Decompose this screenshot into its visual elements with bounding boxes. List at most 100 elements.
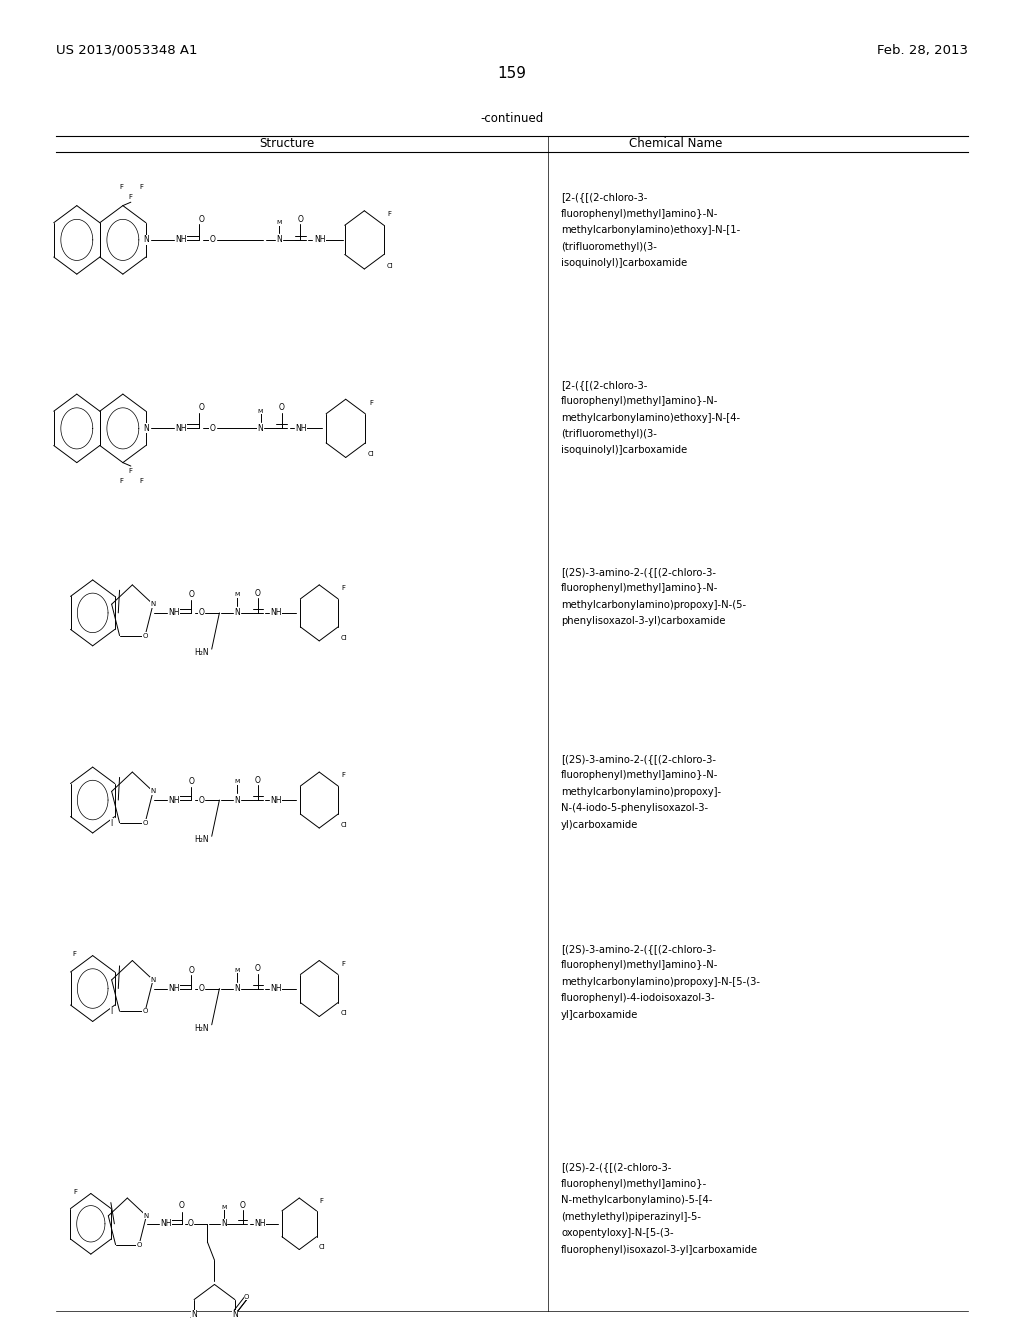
Text: fluorophenyl)methyl]amino}-N-: fluorophenyl)methyl]amino}-N- [561, 771, 719, 780]
Text: O: O [199, 215, 205, 224]
Text: O: O [136, 1242, 141, 1247]
Text: N: N [151, 788, 156, 795]
Text: fluorophenyl)methyl]amino}-N-: fluorophenyl)methyl]amino}-N- [561, 396, 719, 407]
Text: methylcarbonylamino)propoxy]-N-(5-: methylcarbonylamino)propoxy]-N-(5- [561, 599, 746, 610]
Text: N-methylcarbonylamino)-5-[4-: N-methylcarbonylamino)-5-[4- [561, 1196, 713, 1205]
Text: F: F [342, 585, 345, 591]
Text: O: O [188, 777, 195, 787]
Text: NH: NH [270, 796, 282, 805]
Text: N: N [234, 796, 241, 805]
Text: N: N [221, 1220, 226, 1229]
Text: NH: NH [175, 235, 186, 244]
Text: O: O [142, 820, 147, 826]
Text: I: I [111, 1007, 113, 1016]
Text: O: O [199, 796, 205, 805]
Text: NH: NH [255, 1220, 266, 1229]
Text: F: F [139, 183, 143, 190]
Text: methylcarbonylamino)propoxy]-: methylcarbonylamino)propoxy]- [561, 787, 721, 797]
Text: (methylethyl)piperazinyl]-5-: (methylethyl)piperazinyl]-5- [561, 1212, 701, 1222]
Text: F: F [319, 1199, 324, 1204]
Text: [(2S)-2-({[(2-chloro-3-: [(2S)-2-({[(2-chloro-3- [561, 1163, 672, 1172]
Text: M: M [234, 779, 240, 784]
Text: NH: NH [295, 424, 306, 433]
Text: fluorophenyl)methyl]amino}-N-: fluorophenyl)methyl]amino}-N- [561, 209, 719, 219]
Text: Cl: Cl [340, 822, 347, 828]
Text: O: O [210, 235, 215, 244]
Text: O: O [178, 1201, 184, 1210]
Text: 159: 159 [498, 66, 526, 82]
Text: O: O [188, 590, 195, 599]
Text: M: M [234, 968, 240, 973]
Text: F: F [369, 400, 373, 405]
Text: isoquinolyl)]carboxamide: isoquinolyl)]carboxamide [561, 445, 687, 455]
Text: NH: NH [161, 1220, 172, 1229]
Text: O: O [210, 424, 215, 433]
Text: M: M [221, 1205, 226, 1209]
Text: O: O [188, 966, 195, 975]
Text: Cl: Cl [340, 1010, 347, 1016]
Text: F: F [129, 469, 133, 474]
Text: US 2013/0053348 A1: US 2013/0053348 A1 [56, 44, 198, 57]
Text: [(2S)-3-amino-2-({[(2-chloro-3-: [(2S)-3-amino-2-({[(2-chloro-3- [561, 944, 716, 954]
Text: NH: NH [168, 796, 179, 805]
Text: N: N [143, 235, 148, 244]
Text: F: F [342, 772, 345, 779]
Text: NH: NH [175, 424, 186, 433]
Text: Feb. 28, 2013: Feb. 28, 2013 [877, 44, 968, 57]
Text: N: N [151, 601, 156, 607]
Text: O: O [255, 965, 261, 973]
Text: O: O [240, 1201, 246, 1210]
Text: O: O [298, 215, 303, 224]
Text: F: F [74, 1189, 78, 1195]
Text: F: F [120, 183, 124, 190]
Text: F: F [73, 950, 77, 957]
Text: fluorophenyl)isoxazol-3-yl]carboxamide: fluorophenyl)isoxazol-3-yl]carboxamide [561, 1245, 759, 1255]
Text: fluorophenyl)methyl]amino}-: fluorophenyl)methyl]amino}- [561, 1179, 708, 1189]
Text: F: F [139, 478, 143, 484]
Text: fluorophenyl)methyl]amino}-N-: fluorophenyl)methyl]amino}-N- [561, 960, 719, 970]
Text: H₂N: H₂N [195, 1023, 209, 1032]
Text: M: M [234, 593, 240, 597]
Text: H₂N: H₂N [195, 836, 209, 843]
Text: yl)carboxamide: yl)carboxamide [561, 820, 639, 830]
Text: NH: NH [313, 235, 326, 244]
Text: O: O [199, 983, 205, 993]
Text: [2-({[(2-chloro-3-: [2-({[(2-chloro-3- [561, 193, 647, 202]
Text: M: M [276, 220, 282, 226]
Text: N: N [232, 1311, 238, 1319]
Text: [(2S)-3-amino-2-({[(2-chloro-3-: [(2S)-3-amino-2-({[(2-chloro-3- [561, 754, 716, 764]
Text: F: F [120, 478, 124, 484]
Text: N: N [276, 235, 282, 244]
Text: F: F [129, 194, 133, 201]
Text: NH: NH [168, 609, 179, 618]
Text: fluorophenyl)methyl]amino}-N-: fluorophenyl)methyl]amino}-N- [561, 583, 719, 593]
Text: O: O [199, 609, 205, 618]
Text: O: O [255, 776, 261, 785]
Text: yl]carboxamide: yl]carboxamide [561, 1010, 639, 1019]
Text: NH: NH [270, 609, 282, 618]
Text: N: N [258, 424, 263, 433]
Text: isoquinolyl)]carboxamide: isoquinolyl)]carboxamide [561, 259, 687, 268]
Text: Chemical Name: Chemical Name [629, 137, 723, 150]
Text: M: M [258, 409, 263, 413]
Text: O: O [244, 1294, 250, 1300]
Text: N: N [191, 1311, 197, 1319]
Text: N: N [143, 1213, 150, 1218]
Text: Cl: Cl [386, 263, 393, 268]
Text: N: N [234, 609, 241, 618]
Text: F: F [388, 211, 391, 218]
Text: fluorophenyl)-4-iodoisoxazol-3-: fluorophenyl)-4-iodoisoxazol-3- [561, 993, 716, 1003]
Text: N-(4-iodo-5-phenylisoxazol-3-: N-(4-iodo-5-phenylisoxazol-3- [561, 804, 709, 813]
Text: oxopentyloxy]-N-[5-(3-: oxopentyloxy]-N-[5-(3- [561, 1229, 674, 1238]
Text: [2-({[(2-chloro-3-: [2-({[(2-chloro-3- [561, 380, 647, 389]
Text: N: N [143, 424, 148, 433]
Text: O: O [279, 404, 285, 412]
Text: (trifluoromethyl)(3-: (trifluoromethyl)(3- [561, 429, 657, 440]
Text: O: O [199, 404, 205, 412]
Text: -continued: -continued [480, 112, 544, 125]
Text: Cl: Cl [318, 1243, 325, 1250]
Text: I: I [111, 818, 113, 828]
Text: (trifluoromethyl)(3-: (trifluoromethyl)(3- [561, 242, 657, 252]
Text: Cl: Cl [340, 635, 347, 640]
Text: methylcarbonylamino)propoxy]-N-[5-(3-: methylcarbonylamino)propoxy]-N-[5-(3- [561, 977, 760, 986]
